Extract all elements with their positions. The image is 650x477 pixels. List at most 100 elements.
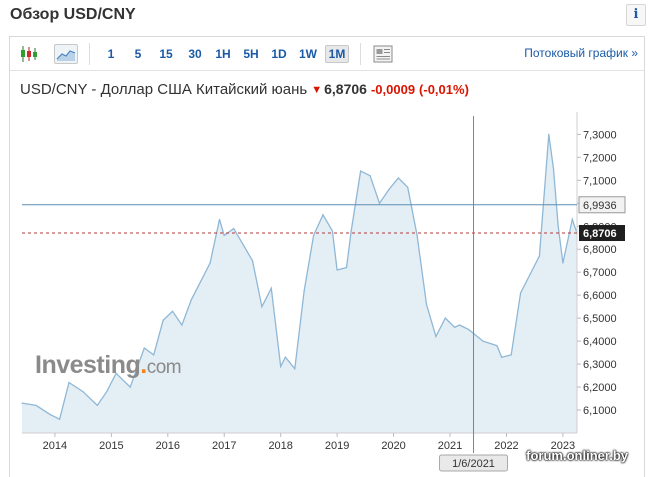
data-point [162,319,164,321]
data-point [571,218,573,220]
data-point [82,391,84,393]
data-point [482,340,484,342]
data-point [397,177,399,179]
price-change-percent: (-0,01%) [419,82,469,97]
candlestick-icon[interactable] [18,44,42,64]
data-point [529,273,531,276]
data-point [454,326,456,328]
data-point [96,404,98,406]
news-icon[interactable] [372,44,396,64]
data-point [270,287,272,289]
instrument-name: USD/CNY - Доллар США Китайский юань [20,81,308,98]
x-tick-label: 2023 [551,440,575,452]
data-point [49,414,51,416]
data-point [435,335,437,338]
crosshair-y-label: 6,9936 [583,200,617,212]
watermark: forum.onliner.by [526,448,628,463]
data-point [510,354,512,356]
y-tick-label: 6,1000 [583,405,617,417]
data-point [425,303,428,305]
chart-toolbar: 1 5 15 30 1H 5H 1D 1W 1M Потоковый графи… [10,37,644,71]
data-point [458,324,460,326]
data-point [552,168,555,170]
price-change: -0,0009 [370,82,416,97]
data-point [444,317,446,319]
data-point [360,170,362,172]
data-point [520,292,522,294]
x-tick-label: 2021 [438,440,462,452]
timeframe-5h[interactable]: 5H [243,47,259,61]
data-point [68,381,70,384]
data-point [218,218,221,220]
data-point [303,290,305,292]
x-tick-label: 2022 [494,440,518,452]
timeframe-30[interactable]: 30 [188,47,202,61]
timeframe-5[interactable]: 5 [134,47,142,61]
down-arrow-icon: ▼ [311,84,323,96]
toolbar-divider [360,43,361,65]
data-point [336,269,338,271]
data-point [59,418,61,420]
y-tick-label: 6,7000 [583,267,617,279]
quote-row: USD/CNY - Доллар США Китайский юань ▼ 6,87… [20,81,469,101]
current-price-label-box [579,225,625,242]
data-point [153,354,155,356]
timeframe-1d[interactable]: 1D [271,47,287,61]
data-point [209,262,211,264]
timeframe-1m[interactable]: 1M [325,45,349,63]
logo-text: Investing [35,351,141,379]
y-tick-label: 6,6000 [583,290,617,302]
data-point [345,267,348,269]
data-point [35,404,37,406]
y-tick-label: 7,1000 [583,175,617,187]
data-point [251,260,254,262]
page-title: Обзор USD/CNY [10,6,136,23]
data-point [378,202,381,204]
y-tick-label: 6,5000 [583,313,617,325]
data-point [548,133,550,135]
data-point [171,310,174,312]
data-point [129,386,131,388]
data-point [388,188,390,191]
data-point [115,372,117,374]
area-fill [22,134,577,433]
streaming-chart-link[interactable]: Потоковый график » [524,46,638,60]
page-header: Обзор USD/CNY i [0,0,650,32]
data-point [562,262,564,264]
x-tick-label: 2018 [268,440,292,452]
timeframe-1h[interactable]: 1H [215,47,231,61]
data-point [21,402,23,404]
data-point [557,225,559,227]
data-point [322,214,324,216]
toolbar-divider [89,43,90,65]
timeframe-1[interactable]: 1 [107,47,115,61]
data-point [284,356,286,358]
x-tick-label: 2017 [212,440,236,452]
x-tick-label: 2015 [99,440,123,452]
data-point [143,347,145,349]
data-point [501,356,503,358]
timeframe-1w[interactable]: 1W [299,47,317,61]
y-tick-label: 6,3000 [583,359,617,371]
area-chart-icon[interactable] [54,44,78,64]
x-tick-label: 2020 [381,440,405,452]
data-point [407,186,409,188]
data-point [313,234,315,236]
y-tick-label: 7,2000 [583,152,617,164]
data-point [350,230,352,232]
x-tick-label: 2014 [43,440,67,452]
data-point [181,324,183,326]
crosshair-x-label-box [439,454,509,472]
data-point [369,175,371,177]
current-price-label: 6,8706 [583,228,617,240]
y-tick-label: 6,8000 [583,244,617,256]
timeframe-15[interactable]: 15 [159,47,173,61]
info-button[interactable]: i [626,4,646,26]
data-point [331,230,333,232]
investing-logo: Investing.com [35,351,182,380]
data-point [233,228,235,230]
x-tick-label: 2019 [325,440,349,452]
data-point [496,345,498,347]
data-point [294,368,296,370]
